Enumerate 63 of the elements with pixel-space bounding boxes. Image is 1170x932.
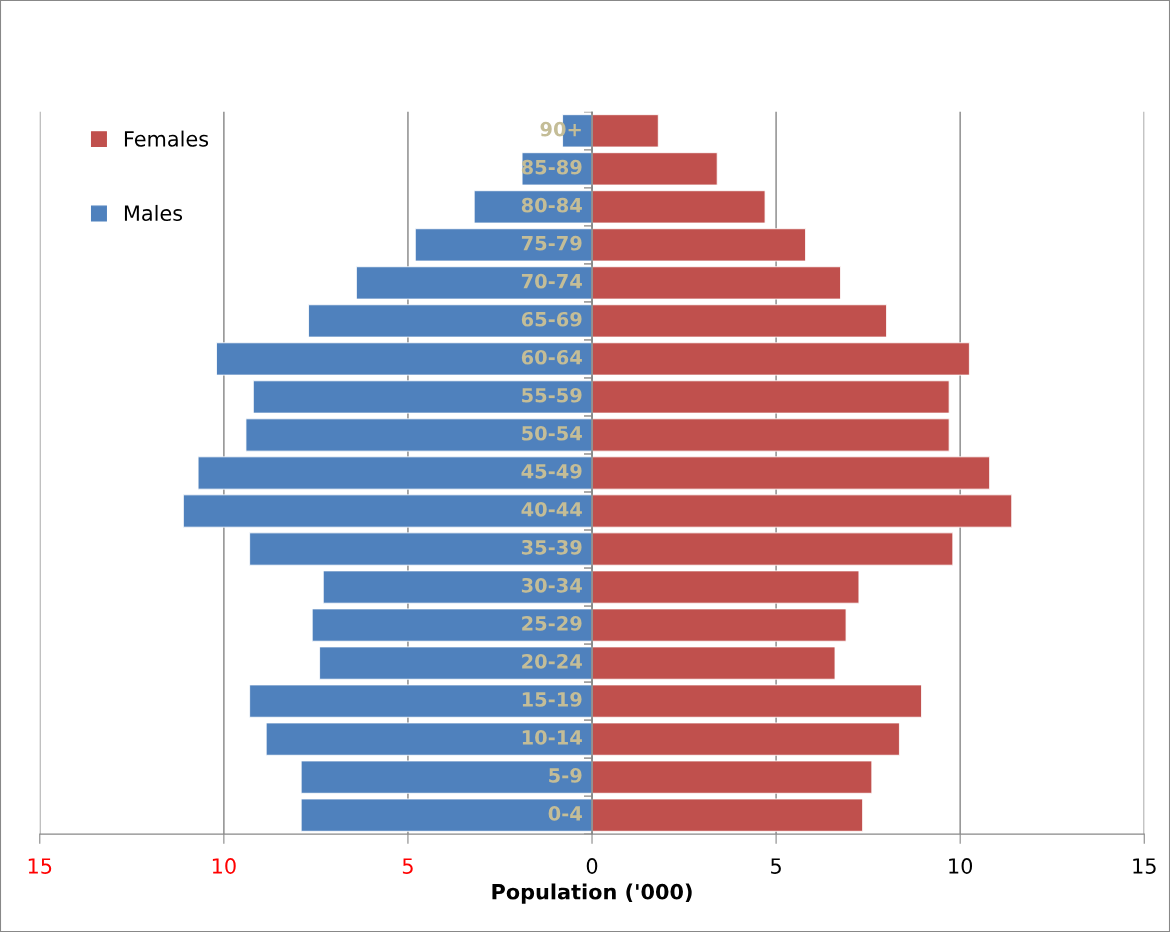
x-tick-label: 10 [949,858,973,874]
x-tick-label: 0 [586,858,598,874]
bar [265,722,593,756]
y-tick-label: 25-29 [522,615,582,631]
bar [300,760,593,794]
bar [591,266,841,300]
y-tick-label: 65-69 [521,311,582,327]
bar [245,418,593,452]
bar [322,570,593,604]
y-tick-label: 80-84 [521,197,582,213]
y-tick-label: 60-64 [521,349,582,365]
legend-label: Females [124,130,209,147]
legend-label: Males [124,204,183,222]
bar [319,646,593,680]
bar [591,304,887,338]
y-tick-label: 70-74 [521,273,582,289]
bar [216,342,593,376]
bar [252,380,593,414]
y-tick-label: 5-9 [549,768,582,783]
bar [591,152,718,186]
bar [591,760,873,794]
y-tick-label: 35-39 [521,539,582,555]
y-tick-label: 75-79 [521,235,582,251]
x-tick-label: 5 [402,858,413,874]
bar [591,418,950,452]
bar [591,494,1013,528]
bar [414,228,593,262]
x-tick-label: 5 [771,858,781,874]
bar [473,190,593,224]
y-tick-label: 55-59 [522,387,582,403]
bar [591,456,991,490]
bar [182,494,593,528]
x-axis-title: Population ('000) [492,883,692,904]
bar [249,532,593,566]
bar [249,684,593,718]
y-tick-label: 30-34 [521,577,582,593]
x-tick-label: 15 [1133,858,1156,874]
bar [591,646,836,680]
x-tick-label: 10 [212,858,236,874]
y-tick-label: 40-44 [521,501,582,517]
bar [591,570,860,604]
bar [355,266,593,300]
bar [308,304,593,338]
x-tick-label: 15 [28,858,52,874]
y-tick-label: 45-49 [521,463,582,479]
bar [591,228,806,262]
bar [311,608,593,642]
bar [591,380,950,414]
bar [197,456,593,490]
y-tick-label: 15-19 [522,692,582,707]
y-tick-label: 0-4 [548,806,582,821]
y-tick-label: 20-24 [522,654,582,669]
bar [591,342,970,376]
bar [591,608,847,642]
y-tick-label: 50-54 [522,425,582,441]
bar [591,532,954,566]
bar [591,114,659,148]
bar [591,722,900,756]
y-tick-label: 10-14 [522,730,582,745]
bar [591,190,766,224]
bar [591,684,922,718]
bar [591,798,864,832]
bar [300,798,593,832]
